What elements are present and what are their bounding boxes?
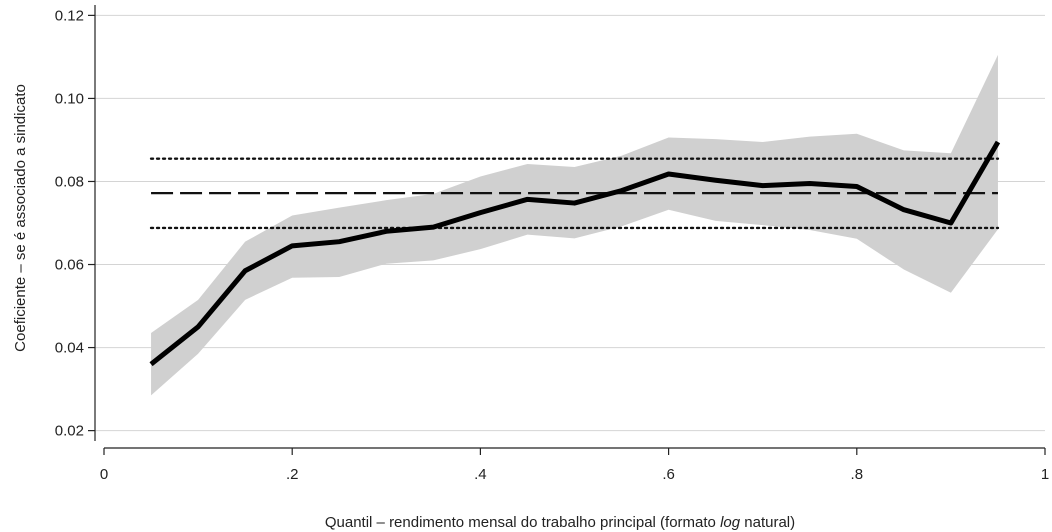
x-tick-label-2: .4 — [474, 466, 487, 483]
x-axis-title-prefix: Quantil – rendimento mensal do trabalho … — [325, 514, 720, 531]
series-layer — [149, 140, 1001, 367]
x-tick-label-5: 1 — [1041, 466, 1049, 483]
y-tick-label-4: 0.10 — [55, 90, 84, 107]
y-tick-label-0: 0.02 — [55, 423, 84, 440]
reference-lines-layer — [149, 157, 1000, 230]
x-tick-label-4: .8 — [851, 466, 864, 483]
x-axis-title: Quantil – rendimento mensal do trabalho … — [325, 514, 795, 531]
y-tick-label-5: 0.12 — [55, 7, 84, 24]
y-tick-label-1: 0.04 — [55, 340, 84, 357]
y-tick-label-2: 0.06 — [55, 257, 84, 274]
confidence-band — [151, 54, 998, 396]
axes — [94, 5, 1045, 449]
x-tick-label-1: .2 — [286, 466, 299, 483]
ticks: 0.02 0.04 0.06 0.08 0.10 0.12 0 .2 .4 .6 .8 1 — [55, 7, 1049, 483]
x-axis-title-suffix: natural) — [740, 514, 795, 531]
x-tick-label-3: .6 — [662, 466, 675, 483]
x-tick-label-0: 0 — [100, 466, 108, 483]
y-axis-title: Coeficiente – se é associado a sindicato — [12, 84, 29, 352]
x-axis-title-italic: log — [720, 514, 741, 531]
y-tick-label-3: 0.08 — [55, 173, 84, 190]
confidence-band-layer — [151, 54, 998, 396]
